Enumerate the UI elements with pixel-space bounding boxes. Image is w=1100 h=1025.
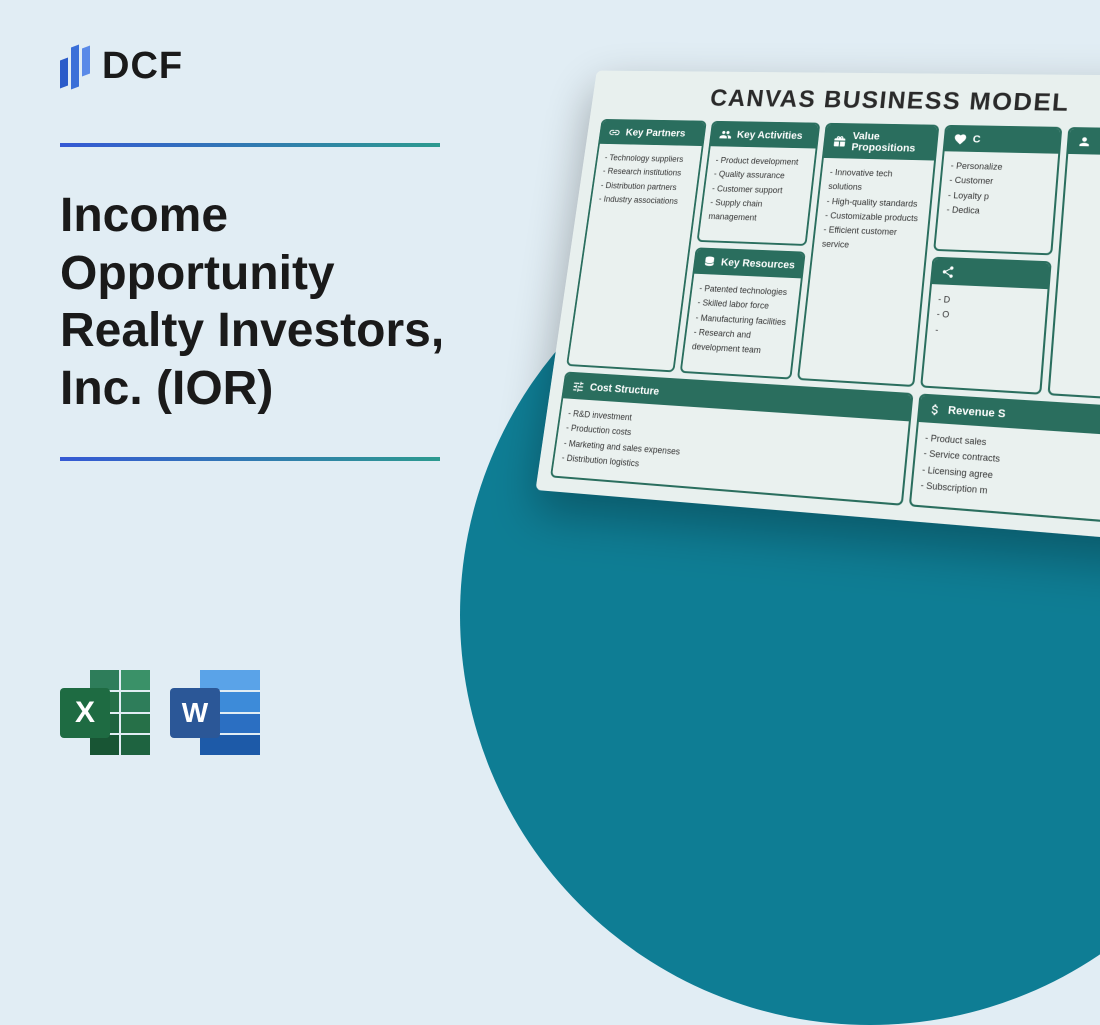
money-icon <box>927 402 942 417</box>
cell-body: PersonalizeCustomerLoyalty pDedica <box>935 151 1058 253</box>
database-icon <box>702 255 716 269</box>
cell-customer-relationships: C PersonalizeCustomerLoyalty pDedica <box>933 125 1063 256</box>
cell-label: Key Partners <box>625 127 686 139</box>
canvas-title: CANVAS BUSINESS MODEL <box>603 83 1100 119</box>
canvas-card: CANVAS BUSINESS MODEL Key Partners Techn… <box>536 71 1100 544</box>
share-icon <box>940 265 955 279</box>
cell-revenue-streams: Revenue S Product salesService contracts… <box>909 393 1100 527</box>
canvas-grid: Key Partners Technology suppliersResearc… <box>550 119 1100 527</box>
cell-body: DO <box>922 284 1048 393</box>
divider-bottom <box>60 457 440 461</box>
heart-icon <box>953 133 968 146</box>
cell-label: Key Resources <box>720 257 795 271</box>
excel-badge: X <box>60 688 110 738</box>
logo-mark <box>60 46 90 88</box>
person-icon <box>1077 135 1092 149</box>
page-title: Income Opportunity Realty Investors, Inc… <box>60 187 480 417</box>
cell-key-resources: Key Resources Patented technologiesSkill… <box>679 247 806 379</box>
word-badge: W <box>170 688 220 738</box>
cell-body: Product salesService contractsLicensing … <box>911 422 1100 525</box>
cell-body: Technology suppliersResearch institution… <box>568 144 701 371</box>
cell-channels: DO <box>920 257 1052 395</box>
cell-cost-structure: Cost Structure R&D investmentProduction … <box>550 372 913 506</box>
divider-top <box>60 143 440 147</box>
sliders-icon <box>571 380 585 394</box>
gift-icon <box>833 135 848 148</box>
word-icon: W <box>170 670 260 755</box>
excel-icon: X <box>60 670 150 755</box>
cell-body: Innovative tech solutionsHigh-quality st… <box>799 158 934 385</box>
left-content: DCF Income Opportunity Realty Investors,… <box>60 45 480 461</box>
cell-body: Patented technologiesSkilled labor force… <box>681 274 801 378</box>
cell-label: Value Propositions <box>851 131 929 155</box>
cell-body: Product developmentQuality assuranceCust… <box>698 146 815 244</box>
cell-label: Cost Structure <box>589 382 660 398</box>
logo: DCF <box>60 45 480 88</box>
link-icon <box>608 126 622 139</box>
cell-label: Revenue S <box>947 404 1005 420</box>
file-icons-row: X W <box>60 670 260 755</box>
cell-body <box>1050 154 1100 401</box>
people-icon <box>718 128 732 141</box>
main-container: DCF Income Opportunity Realty Investors,… <box>0 0 1100 805</box>
logo-text: DCF <box>102 45 183 88</box>
cell-label: C <box>972 134 981 146</box>
cell-label: Key Activities <box>736 129 803 141</box>
cell-key-activities: Key Activities Product developmentQualit… <box>696 121 820 246</box>
cell-value-propositions: Value Propositions Innovative tech solut… <box>797 123 939 387</box>
